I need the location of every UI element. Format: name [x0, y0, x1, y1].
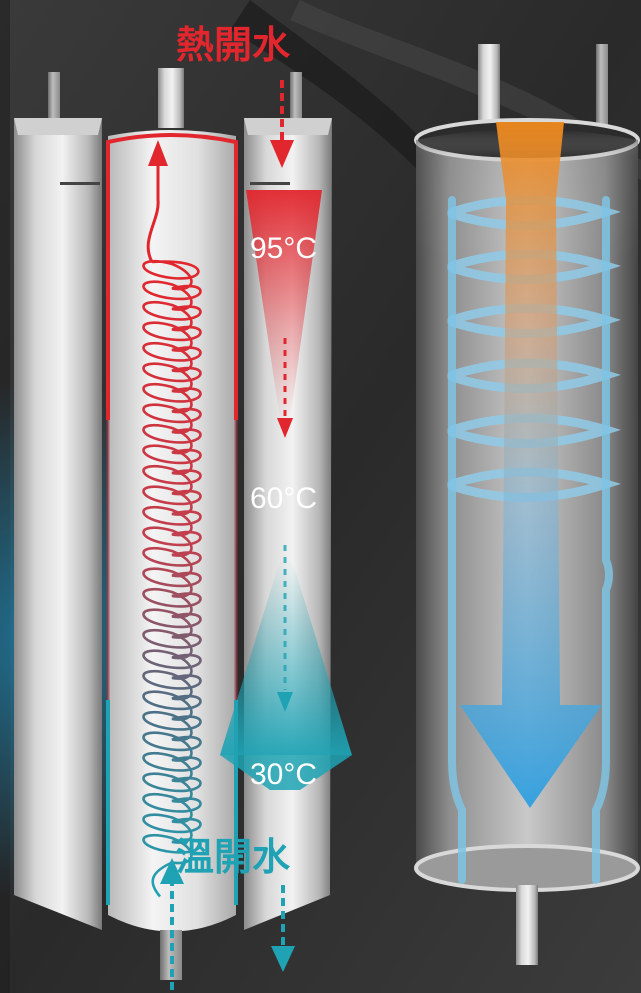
temp-low-label: 30°C	[250, 758, 318, 791]
background-marble-streak	[230, 0, 470, 230]
bottom-inlet-pipe	[160, 930, 182, 980]
tank-top-pipe-right	[596, 44, 608, 144]
warm-funnel	[220, 560, 352, 755]
coil-spiral-path	[142, 259, 202, 898]
left-top-pipe	[48, 72, 60, 132]
outer-shell-left	[14, 118, 102, 930]
tank-vertical-pipe-right	[592, 196, 613, 884]
warm-water-label: 溫開水	[176, 835, 291, 879]
coil-spiral	[142, 259, 202, 898]
hot-rise-arrowhead	[148, 140, 168, 166]
hot-zone-outline	[106, 133, 238, 420]
temp-mid-label: 60°C	[250, 482, 318, 515]
temp-high-label: 95°C	[250, 232, 318, 265]
warm-outlet-arrowhead	[271, 946, 295, 972]
tank-vertical-pipe-left	[448, 196, 466, 884]
tank-bottom-pipe	[516, 885, 538, 965]
right-top-pipe	[290, 72, 302, 130]
hot-water-label: 熱開水	[176, 23, 291, 67]
cold-inlet-arrowhead	[160, 858, 184, 884]
tank-flow-arrow	[460, 122, 602, 808]
tank-bottom-rim	[414, 844, 640, 892]
center-top-pipe	[158, 68, 184, 128]
hot-funnel	[246, 190, 322, 420]
hot-rise-line	[146, 158, 160, 263]
hot-inlet-arrowhead	[270, 140, 294, 168]
background-marble-streak-2	[290, 0, 641, 180]
